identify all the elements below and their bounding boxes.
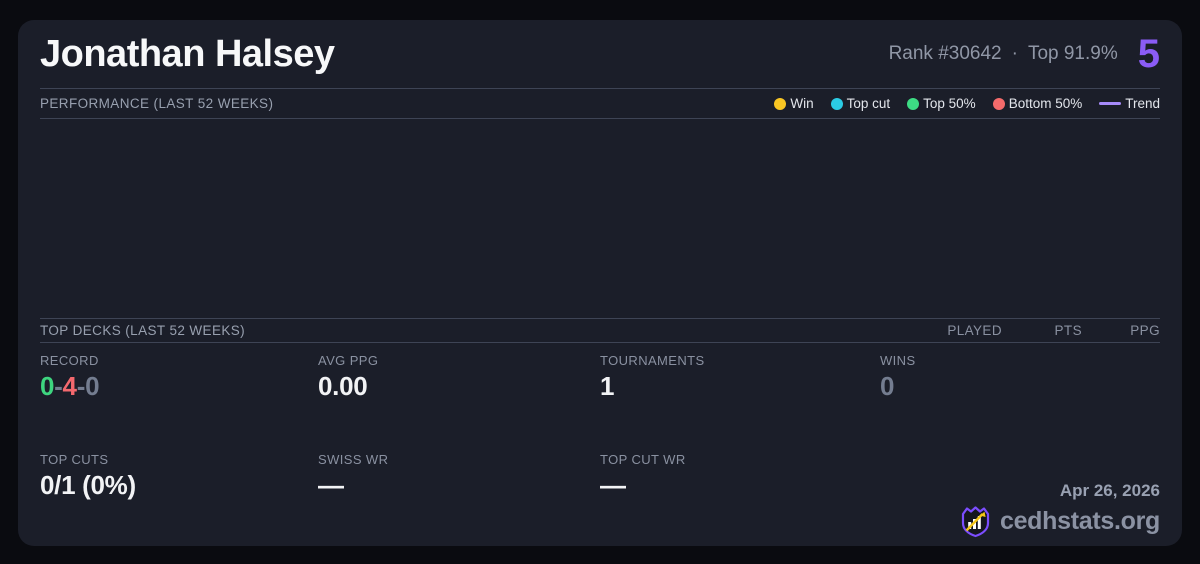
tournaments-value: 1 bbox=[600, 370, 615, 401]
record-separator: - bbox=[76, 370, 86, 401]
legend-item-win: Win bbox=[774, 96, 814, 111]
performance-chart-area bbox=[40, 119, 1160, 318]
record-losses: 4 bbox=[62, 370, 77, 401]
top-cut-wr-value: — bbox=[600, 469, 626, 500]
record-separator: - bbox=[54, 370, 63, 401]
page-title: Jonathan Halsey bbox=[40, 32, 335, 75]
legend-label: Top cut bbox=[846, 96, 891, 111]
top-decks-columns: PLAYED PTS PPG bbox=[922, 323, 1160, 338]
divider bbox=[40, 341, 1160, 343]
stat-label: WINS bbox=[880, 352, 916, 368]
swiss-wr-value: — bbox=[318, 469, 344, 500]
legend-item-top-50: Top 50% bbox=[907, 96, 976, 111]
stat-label: AVG PPG bbox=[318, 352, 379, 368]
legend-label: Win bbox=[790, 96, 814, 111]
stat-wins: WINS 0 bbox=[880, 348, 1160, 447]
footer-brand-block: Apr 26, 2026 cedhstats.org bbox=[960, 479, 1160, 538]
legend-label: Trend bbox=[1125, 96, 1160, 111]
top-percent: Top 91.9% bbox=[1027, 43, 1118, 64]
divider bbox=[40, 317, 1160, 319]
stat-record: RECORD 0-4-0 bbox=[40, 348, 318, 447]
stat-label: RECORD bbox=[40, 352, 99, 368]
win-dot-icon bbox=[774, 97, 787, 110]
stat-label: TOURNAMENTS bbox=[600, 352, 705, 368]
stat-swiss-wr: SWISS WR — bbox=[318, 447, 600, 546]
trend-line-icon bbox=[1099, 102, 1122, 105]
wins-value: 0 bbox=[880, 370, 895, 401]
avg-ppg-value: 0.00 bbox=[318, 370, 368, 401]
top-cut-dot-icon bbox=[830, 97, 843, 110]
legend-label: Bottom 50% bbox=[1008, 96, 1083, 111]
top-decks-header: TOP DECKS (LAST 52 WEEKS) PLAYED PTS PPG bbox=[40, 319, 1160, 342]
column-header-played: PLAYED bbox=[947, 322, 1002, 338]
stats-grid: RECORD 0-4-0 AVG PPG 0.00 TOURNAMENTS 1 … bbox=[40, 343, 1160, 547]
performance-heading: PERFORMANCE (LAST 52 WEEKS) bbox=[40, 96, 274, 111]
column-header-ppg: PPG bbox=[1130, 322, 1160, 338]
record-value: 0-4-0 bbox=[40, 369, 318, 403]
top-50-dot-icon bbox=[907, 97, 920, 110]
record-draws: 0 bbox=[85, 370, 100, 401]
legend-label: Top 50% bbox=[923, 96, 976, 111]
stat-label: TOP CUTS bbox=[40, 451, 109, 467]
legend-item-trend: Trend bbox=[1099, 96, 1160, 111]
brand-name: cedhstats.org bbox=[999, 507, 1160, 535]
legend-item-bottom-50: Bottom 50% bbox=[992, 96, 1083, 111]
chart-legend: Win Top cut Top 50% Bottom 50% Trend bbox=[774, 96, 1160, 111]
dot-separator: · bbox=[1011, 43, 1018, 64]
rank-number: Rank #30642 bbox=[888, 43, 1002, 64]
player-stats-card: Jonathan Halsey Rank #30642 · Top 91.9% … bbox=[18, 20, 1182, 546]
rank-summary: Rank #30642 · Top 91.9% 5 bbox=[889, 34, 1160, 74]
record-wins: 0 bbox=[40, 370, 55, 401]
score-value: 5 bbox=[1137, 32, 1160, 76]
card-header: Jonathan Halsey Rank #30642 · Top 91.9% … bbox=[40, 20, 1160, 88]
brand-row: cedhstats.org bbox=[960, 505, 1160, 538]
top-cuts-value: 0/1 (0%) bbox=[40, 469, 136, 500]
divider bbox=[40, 118, 1160, 119]
rank-line: Rank #30642 · Top 91.9% bbox=[889, 43, 1118, 65]
report-date: Apr 26, 2026 bbox=[1059, 481, 1160, 500]
top-decks-heading: TOP DECKS (LAST 52 WEEKS) bbox=[40, 322, 246, 338]
divider bbox=[40, 88, 1160, 89]
column-header-pts: PTS bbox=[1054, 322, 1082, 338]
legend-item-top-cut: Top cut bbox=[830, 96, 891, 111]
performance-header: PERFORMANCE (LAST 52 WEEKS) Win Top cut … bbox=[40, 89, 1160, 118]
stat-label: TOP CUT WR bbox=[600, 451, 686, 467]
stat-top-cuts: TOP CUTS 0/1 (0%) bbox=[40, 447, 318, 546]
stat-tournaments: TOURNAMENTS 1 bbox=[600, 348, 880, 447]
stat-avg-ppg: AVG PPG 0.00 bbox=[318, 348, 600, 447]
cedhstats-shield-logo-icon bbox=[960, 505, 991, 538]
bottom-50-dot-icon bbox=[992, 97, 1005, 110]
stat-top-cut-wr: TOP CUT WR — bbox=[600, 447, 880, 546]
stat-label: SWISS WR bbox=[318, 451, 389, 467]
